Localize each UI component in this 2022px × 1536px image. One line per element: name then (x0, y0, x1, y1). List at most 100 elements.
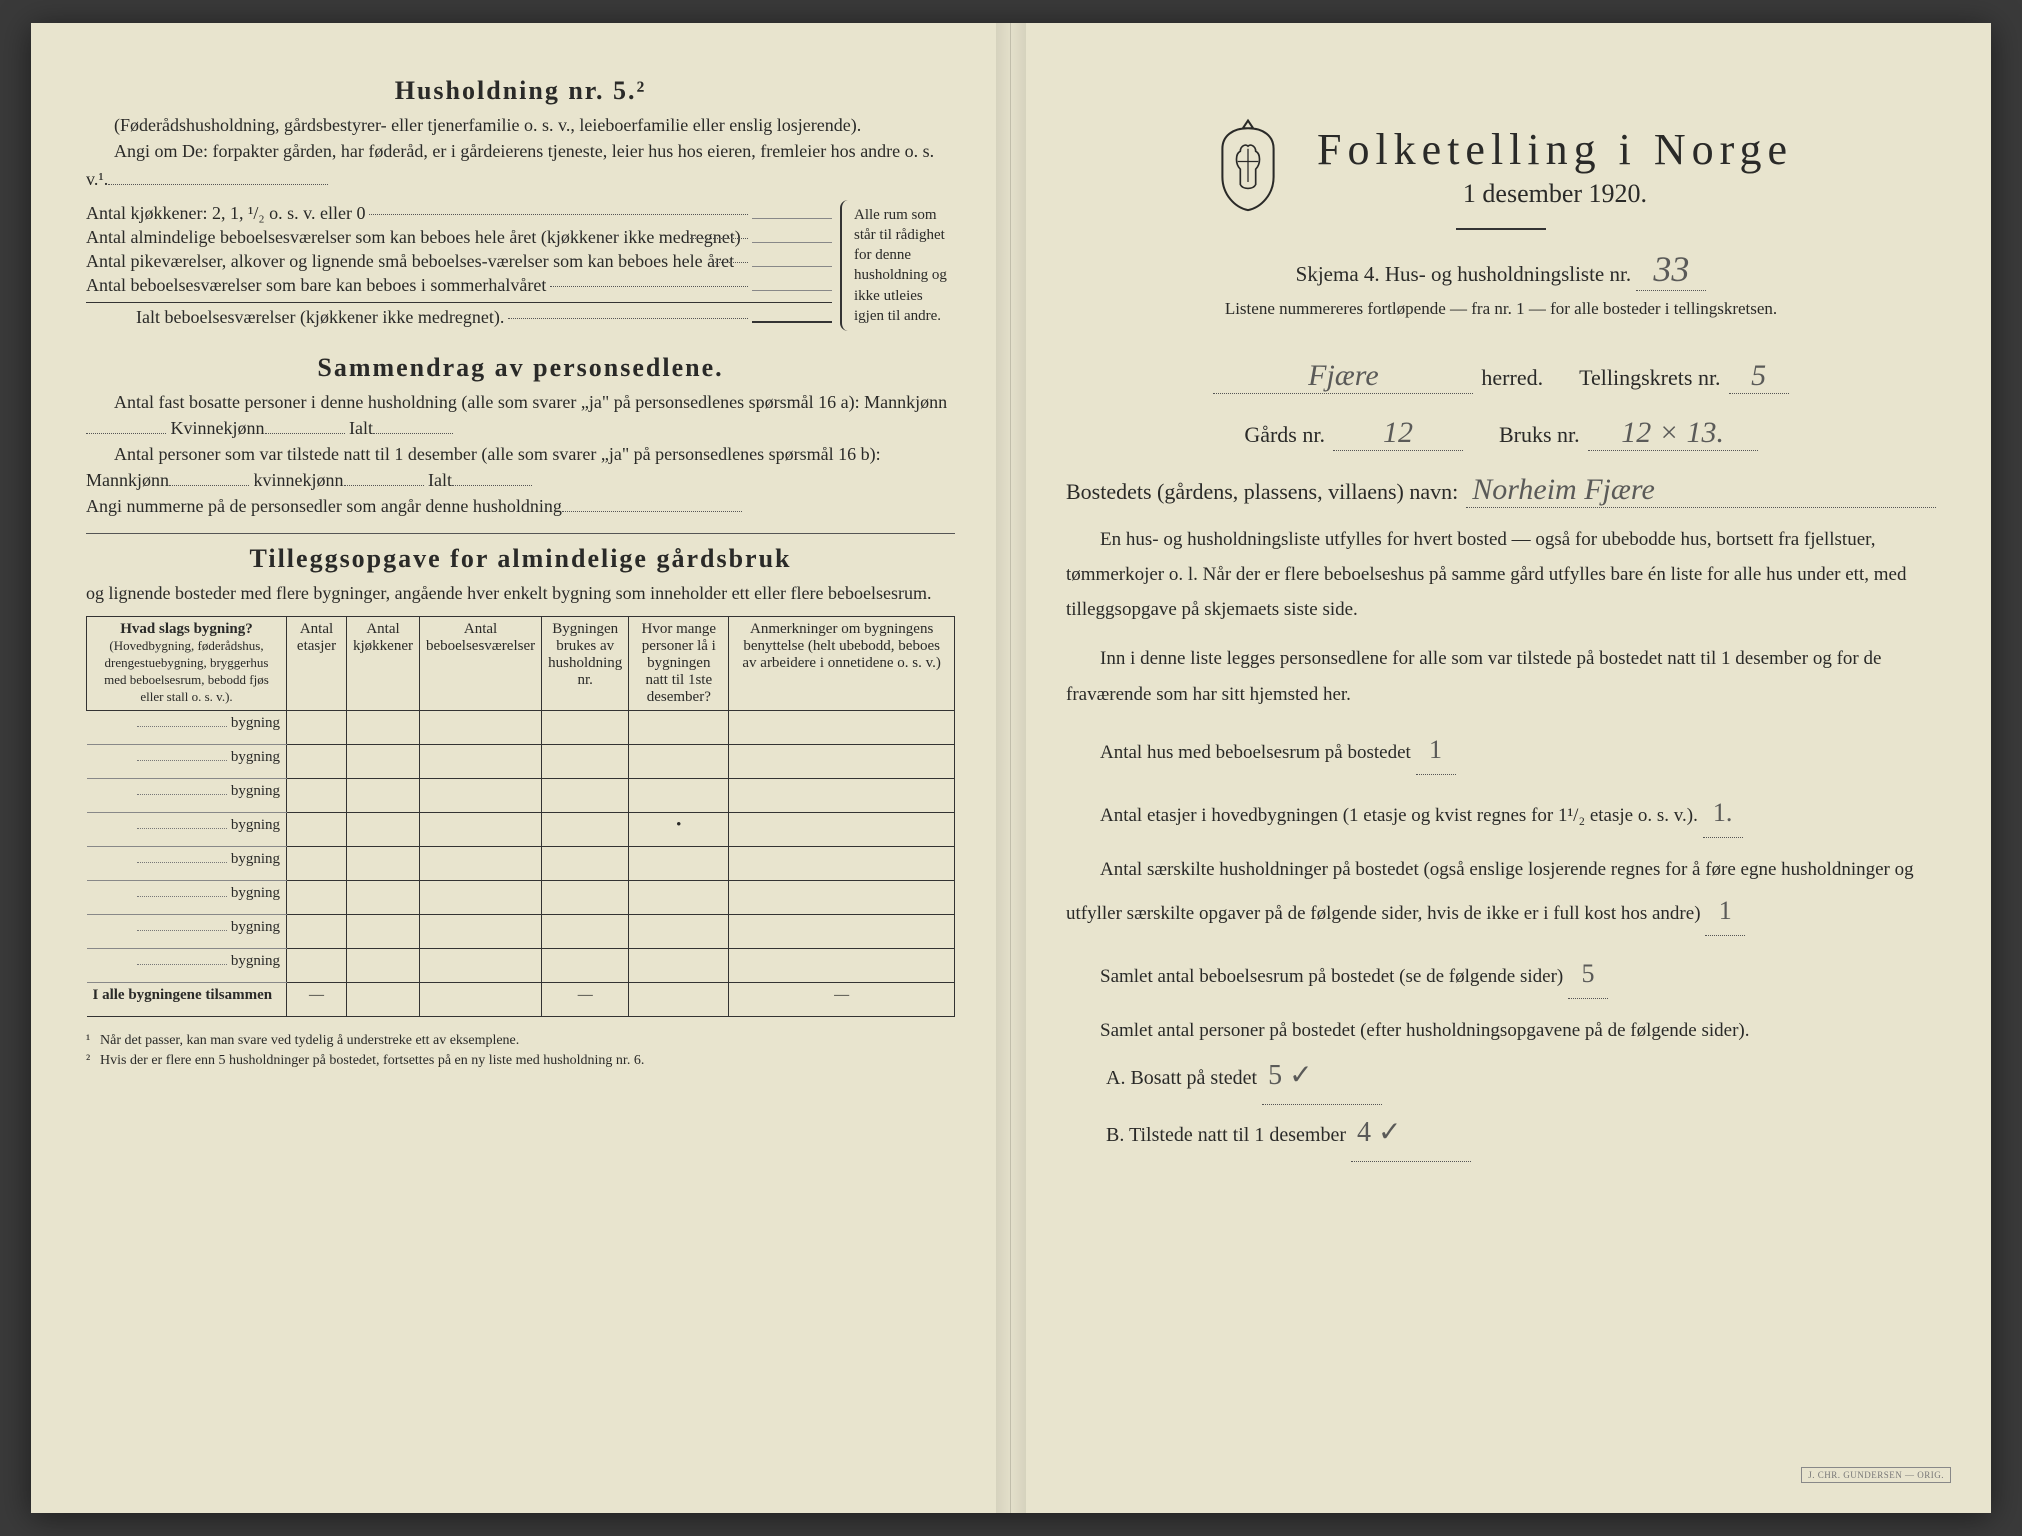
gards-value: 12 (1333, 416, 1463, 451)
fn1: Når det passer, kan man svare ved tydeli… (100, 1033, 519, 1048)
q1-value: 1 (1416, 726, 1456, 775)
skjema-line: Skjema 4. Hus- og husholdningsliste nr. … (1066, 248, 1936, 291)
q1: Antal hus med beboelsesrum på bostedet 1 (1066, 726, 1936, 775)
lbl: bygning (231, 953, 280, 969)
table-row: bygning• (87, 813, 955, 847)
line-b: B. Tilstede natt til 1 desember 4 ✓ (1106, 1105, 1936, 1162)
table-row: bygning (87, 847, 955, 881)
footnotes: ¹Når det passer, kan man svare ved tydel… (86, 1031, 955, 1070)
herred-label: herred. (1481, 365, 1543, 391)
b-label: B. Tilstede natt til 1 desember (1106, 1124, 1346, 1146)
q4-value: 5 (1568, 950, 1608, 999)
coat-of-arms-icon (1209, 118, 1287, 214)
sd-line3: Angi nummerne på de personsedler som ang… (86, 493, 955, 519)
label: Ialt beboelsesværelser (kjøkkener ikke m… (86, 307, 504, 328)
q3: Antal særskilte husholdninger på bostede… (1066, 852, 1936, 936)
bosted-label: Bostedets (gårdens, plassens, villaens) … (1066, 479, 1458, 505)
t: Ialt (349, 418, 373, 438)
tillegg-sub: og lignende bosteder med flere bygninger… (86, 580, 955, 606)
table-row: bygning (87, 881, 955, 915)
lbl: bygning (231, 885, 280, 901)
ab-list: A. Bosatt på stedet 5 ✓ B. Tilstede natt… (1106, 1048, 1936, 1162)
q4-label: Samlet antal beboelsesrum på bostedet (s… (1100, 966, 1563, 987)
sd-line1: Antal fast bosatte personer i denne hush… (86, 389, 955, 441)
bruks-value: 12 × 13. (1588, 416, 1758, 451)
krets-label: Tellingskrets nr. (1579, 365, 1720, 391)
bosted-value: Norheim Fjære (1466, 473, 1936, 508)
printer-stamp: J. CHR. GUNDERSEN — ORIG. (1801, 1467, 1951, 1483)
bygning-table: Hvad slags bygning? (Hovedbygning, føder… (86, 616, 955, 1017)
row-sommer: Antal beboelsesværelser som bare kan beb… (86, 275, 832, 296)
skjema-label: Skjema 4. Hus- og husholdningsliste nr. (1296, 262, 1631, 286)
herred-value: Fjære (1213, 359, 1473, 394)
heading-husholdning: Husholdning nr. 5.² (86, 76, 955, 106)
th1-sub: (Hovedbygning, føderådshus, drengestueby… (104, 638, 269, 704)
listene-note: Listene nummereres fortløpende — fra nr.… (1066, 299, 1936, 319)
brace-note: Alle rum som står til rådighet for denne… (840, 200, 955, 331)
row-kjokkener: Antal kjøkkener: 2, 1, ¹/₂ o. s. v. elle… (86, 203, 832, 224)
line-a: A. Bosatt på stedet 5 ✓ (1106, 1048, 1936, 1105)
th1-title: Hvad slags bygning? (120, 621, 253, 637)
row-alm: Antal almindelige beboelsesværelser som … (86, 227, 832, 248)
date-line: 1 desember 1920. (1317, 179, 1793, 209)
label: Antal kjøkkener: 2, 1, ¹/₂ o. s. v. elle… (86, 203, 365, 224)
q5: Samlet antal personer på bostedet (efter… (1066, 1013, 1936, 1048)
para1: En hus- og husholdningsliste utfylles fo… (1066, 522, 1936, 627)
q3-value: 1 (1705, 887, 1745, 936)
th5: Bygningen brukes av husholdning nr. (542, 617, 629, 711)
herred-row: Fjære herred. Tellingskrets nr. 5 (1066, 359, 1936, 394)
th3: Antal kjøkkener (347, 617, 420, 711)
th1: Hvad slags bygning? (Hovedbygning, føder… (87, 617, 287, 711)
heading-sammendrag: Sammendrag av personsedlene. (86, 353, 955, 383)
left-page: Husholdning nr. 5.² (Føderådshusholdning… (31, 23, 1011, 1513)
label: Antal pikeværelser, alkover og lignende … (86, 251, 706, 272)
label: Antal beboelsesværelser som bare kan beb… (86, 275, 546, 296)
lbl: bygning (231, 715, 280, 731)
krets-value: 5 (1729, 359, 1789, 394)
row-pike: Antal pikeværelser, alkover og lignende … (86, 251, 832, 272)
table-row: bygning (87, 711, 955, 745)
t: Angi nummerne på de personsedler som ang… (86, 496, 562, 516)
q1-label: Antal hus med beboelsesrum på bostedet (1100, 742, 1411, 763)
b-value: 4 ✓ (1351, 1105, 1471, 1162)
blank-line (108, 167, 328, 185)
lbl: bygning (231, 919, 280, 935)
fn2: Hvis der er flere enn 5 husholdninger på… (100, 1053, 644, 1068)
t: Ialt (428, 470, 452, 490)
t: Kvinnekjønn (171, 418, 265, 438)
totals-label: I alle bygningene tilsammen (87, 983, 287, 1017)
bruks-label: Bruks nr. (1499, 422, 1580, 448)
table-totals: I alle bygningene tilsammen ——— (87, 983, 955, 1017)
rooms-block: Antal kjøkkener: 2, 1, ¹/₂ o. s. v. elle… (86, 200, 955, 331)
table-row: bygning (87, 745, 955, 779)
lbl: bygning (231, 817, 280, 833)
a-value: 5 ✓ (1262, 1048, 1382, 1105)
th2: Antal etasjer (287, 617, 347, 711)
document-spread: Husholdning nr. 5.² (Føderådshusholdning… (31, 23, 1991, 1513)
bosted-row: Bostedets (gårdens, plassens, villaens) … (1066, 473, 1936, 508)
row-ialt: Ialt beboelsesværelser (kjøkkener ikke m… (86, 307, 832, 328)
lbl: bygning (231, 783, 280, 799)
table-row: bygning (87, 915, 955, 949)
a-label: A. Bosatt på stedet (1106, 1067, 1257, 1089)
table-row: bygning (87, 949, 955, 983)
q2-value: 1. (1703, 789, 1743, 838)
q2-label: Antal etasjer i hovedbygningen (1 etasje… (1100, 805, 1698, 826)
th6: Hvor mange personer lå i bygningen natt … (629, 617, 729, 711)
para2: Inn i denne liste legges personsedlene f… (1066, 641, 1936, 711)
title-block: Folketelling i Norge 1 desember 1920. (1066, 118, 1936, 214)
lbl: bygning (231, 851, 280, 867)
heading-tillegg: Tilleggsopgave for almindelige gårdsbruk (86, 544, 955, 574)
q4: Samlet antal beboelsesrum på bostedet (s… (1066, 950, 1936, 999)
t: Antal fast bosatte personer i denne hush… (114, 392, 947, 412)
intro-paren: (Føderådshusholdning, gårdsbestyrer- ell… (86, 112, 955, 138)
t: kvinnekjønn (254, 470, 344, 490)
intro-angi: Angi om De: forpakter gården, har føderå… (86, 138, 955, 194)
q2: Antal etasjer i hovedbygningen (1 etasje… (1066, 789, 1936, 838)
q3-label: Antal særskilte husholdninger på bostede… (1066, 859, 1914, 924)
gards-row: Gårds nr. 12 Bruks nr. 12 × 13. (1066, 416, 1936, 451)
right-page: Folketelling i Norge 1 desember 1920. Sk… (1011, 23, 1991, 1513)
sd-line2: Antal personer som var tilstede natt til… (86, 441, 955, 493)
table-row: bygning (87, 779, 955, 813)
main-title: Folketelling i Norge (1317, 124, 1793, 175)
